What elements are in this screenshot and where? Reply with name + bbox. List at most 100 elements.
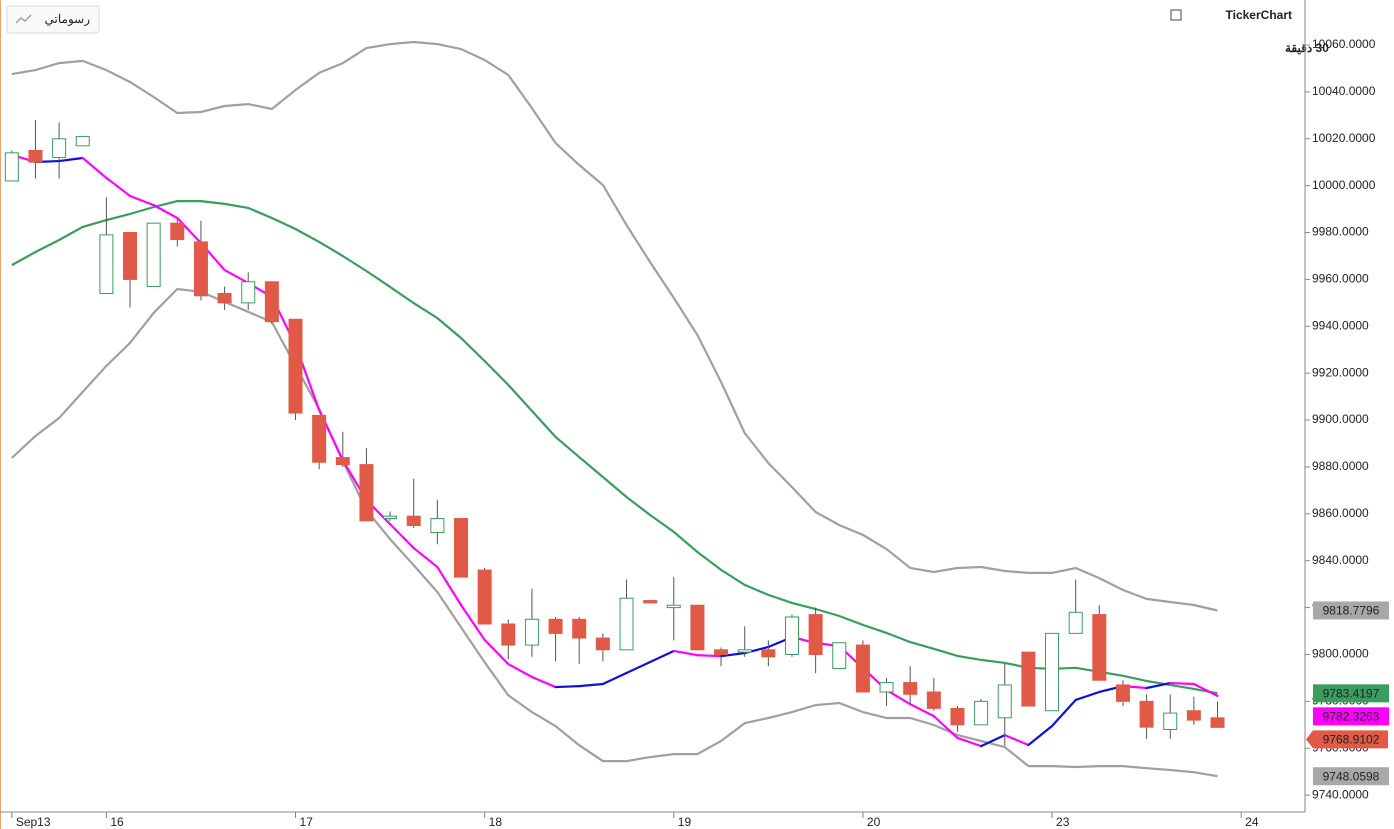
x-tick-label: 23 xyxy=(1056,815,1070,829)
candle-body xyxy=(1139,700,1154,728)
y-tick-label: 9800.0000 xyxy=(1312,647,1369,661)
x-tick-label: 19 xyxy=(678,815,692,829)
candle-body xyxy=(241,281,256,304)
line-segment xyxy=(1003,734,1030,747)
y-tick-label: 9980.0000 xyxy=(1312,225,1369,239)
line-segment xyxy=(909,703,935,718)
interval: 30 دقيقة xyxy=(1285,41,1329,55)
x-tick-label: 24 xyxy=(1245,815,1259,829)
candle-body xyxy=(430,518,445,534)
candle-body xyxy=(1092,614,1107,681)
line-segment xyxy=(81,156,108,180)
y-tick-label: 9880.0000 xyxy=(1312,459,1369,473)
candle-body xyxy=(1021,651,1036,707)
line xyxy=(11,287,1218,778)
candle-body xyxy=(4,152,19,182)
candle-body xyxy=(997,684,1012,719)
candle-body xyxy=(335,457,350,466)
brand: TickerChart xyxy=(1226,8,1292,22)
candle-body xyxy=(832,642,847,670)
line-segment xyxy=(696,654,723,658)
y-tick-label: 9940.0000 xyxy=(1312,318,1369,332)
button-icon xyxy=(15,14,32,24)
candle-body xyxy=(784,616,799,655)
line-segment xyxy=(1027,724,1054,747)
x-tick-label: Sep13 xyxy=(16,815,51,829)
candle-body xyxy=(1210,717,1225,728)
line-segment xyxy=(1169,681,1195,686)
candle-body xyxy=(1045,632,1060,712)
candle-body xyxy=(312,414,327,463)
last-value-label: 9748.0598 xyxy=(1323,769,1380,783)
candle-body xyxy=(1163,712,1178,730)
line-segment xyxy=(223,268,250,285)
candle-body xyxy=(170,222,185,241)
candle-body xyxy=(903,682,918,695)
line-segment xyxy=(176,216,203,245)
last-value-box xyxy=(1313,601,1389,620)
last-value-box xyxy=(1313,767,1389,786)
candle-body xyxy=(264,281,279,323)
y-tick-label: 10040.0000 xyxy=(1312,84,1376,98)
candle-body xyxy=(737,649,752,653)
candle-body xyxy=(926,691,941,709)
line-segment xyxy=(507,662,534,679)
x-tick-label: 17 xyxy=(300,815,314,829)
candle-body xyxy=(524,618,539,646)
line-segment xyxy=(105,176,132,198)
candle-body xyxy=(288,318,303,414)
candle-body xyxy=(714,649,729,655)
line-segment xyxy=(601,671,628,686)
candle-body xyxy=(1068,611,1083,634)
line-segment xyxy=(388,523,415,550)
candle-body xyxy=(477,569,492,625)
line-segment xyxy=(530,675,557,689)
candle-body xyxy=(75,135,90,147)
candle-body xyxy=(548,618,563,634)
drawings-button[interactable]: رسوماتي xyxy=(6,5,100,34)
y-tick-label: 9960.0000 xyxy=(1312,272,1369,286)
last-value-label: 9818.7796 xyxy=(1323,604,1380,618)
candle-body xyxy=(146,222,161,287)
candle-body xyxy=(666,604,681,609)
candle-body xyxy=(879,682,894,693)
candle-body xyxy=(28,149,43,163)
candle-body xyxy=(501,623,516,646)
button-box[interactable] xyxy=(6,5,100,34)
last-value-box xyxy=(1313,684,1389,703)
candle-body xyxy=(690,604,705,651)
button-label[interactable]: رسوماتي xyxy=(45,12,91,26)
candle-body xyxy=(52,138,67,159)
last-value-box xyxy=(1313,707,1389,726)
line-segment xyxy=(483,638,510,666)
line-segment xyxy=(956,736,983,748)
line-segment xyxy=(58,156,84,163)
candle-body xyxy=(99,234,114,294)
x-tick-label: 20 xyxy=(867,815,881,829)
last-value-label: 9783.4197 xyxy=(1323,687,1380,701)
line-segment xyxy=(932,715,959,740)
candle-body xyxy=(383,515,398,520)
line xyxy=(11,40,1218,612)
line-segment xyxy=(1074,690,1101,702)
y-tick-label: 10060.0000 xyxy=(1312,37,1376,51)
line-segment xyxy=(625,660,652,675)
y-tick-label: 9840.0000 xyxy=(1312,553,1369,567)
candle-body xyxy=(193,241,208,297)
candle-body xyxy=(406,515,421,527)
line xyxy=(11,200,1218,695)
y-tick-label: 9900.0000 xyxy=(1312,412,1369,426)
candle-body xyxy=(643,600,658,604)
candle-body xyxy=(454,518,469,578)
y-tick-label: 10000.0000 xyxy=(1312,178,1376,192)
line-segment xyxy=(1192,682,1219,698)
line-segment xyxy=(554,685,581,689)
candle-body xyxy=(123,232,138,280)
brand-icon xyxy=(1170,9,1182,21)
line-segment xyxy=(719,651,746,658)
last-value-label: 9768.9102 xyxy=(1323,733,1380,747)
line-segment xyxy=(436,565,463,607)
line-segment xyxy=(152,204,179,220)
x-tick-label: 16 xyxy=(110,815,124,829)
